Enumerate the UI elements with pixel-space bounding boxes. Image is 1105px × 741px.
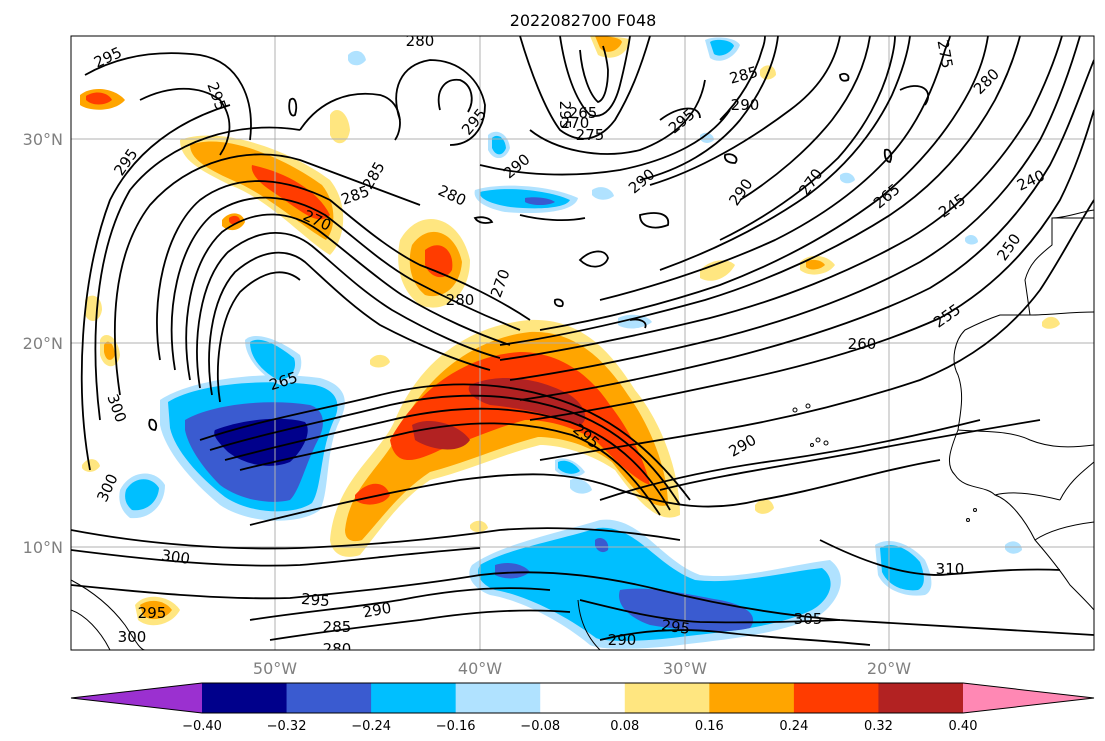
contour-label: 280 (446, 291, 475, 309)
colorbar-tick-label: −0.40 (182, 719, 222, 734)
contour-label: 280 (323, 640, 352, 658)
colorbar-swatch (624, 683, 710, 713)
contour-label: 295 (300, 590, 330, 610)
contour-label: 270 (561, 114, 590, 132)
contour-label: 260 (848, 335, 877, 353)
contour-label: 290 (731, 96, 760, 114)
colorbar-tick-label: 0.08 (610, 719, 639, 734)
lon-tick-label: 50°W (253, 659, 297, 678)
contour-label: 285 (323, 618, 352, 636)
theta-contours (71, 36, 1094, 646)
contour-label: 295 (660, 616, 691, 638)
contour-label: 305 (794, 610, 823, 628)
lat-axis: 30°N 20°N 10°N (23, 130, 63, 557)
figure-title: 2022082700 F048 (510, 11, 657, 30)
lon-tick-label: 20°W (867, 659, 911, 678)
lat-tick-label: 10°N (23, 538, 63, 557)
colorbar-swatch (709, 683, 795, 713)
colorbar-swatch (371, 683, 457, 713)
colorbar-swatch (286, 683, 372, 713)
colorbar-tick-label: −0.08 (520, 719, 560, 734)
contour-label: 295 (138, 604, 167, 622)
contour-label: 295 (556, 101, 574, 130)
lon-tick-label: 30°W (663, 659, 707, 678)
colorbar-labels: −0.40 −0.32 −0.24 −0.16 −0.08 0.08 0.16 0.24 0.3… (182, 719, 977, 734)
map-area: 295 280 295 295 295 285 290 275 285 290 … (71, 32, 1094, 658)
contour-label: 300 (160, 546, 191, 568)
contour-label: 290 (608, 631, 637, 649)
contour-label: 275 (934, 38, 957, 69)
lat-tick-label: 30°N (23, 130, 63, 149)
colorbar-swatch (71, 683, 202, 713)
contour-label: 280 (406, 32, 435, 50)
colorbar-tick-label: −0.32 (267, 719, 307, 734)
coastlines (71, 209, 1094, 650)
map-frame (70, 35, 1095, 651)
lon-tick-label: 40°W (458, 659, 502, 678)
colorbar-tick-label: 0.40 (949, 719, 978, 734)
colorbar-tick-label: 0.24 (779, 719, 808, 734)
contour-label: 310 (936, 560, 965, 578)
colorbar-tick-label: 0.16 (695, 719, 724, 734)
contour-label: 300 (118, 628, 147, 646)
colorbar-swatch (202, 683, 288, 713)
lat-tick-label: 20°N (23, 334, 63, 353)
colorbar-swatch (455, 683, 541, 713)
lon-axis: 50°W 40°W 30°W 20°W (253, 659, 911, 678)
colorbar-swatch (540, 683, 626, 713)
colorbar-tick-label: 0.32 (864, 719, 893, 734)
colorbar-tick-label: −0.16 (436, 719, 476, 734)
colorbar-swatch (963, 683, 1094, 713)
colorbar-tick-label: −0.24 (351, 719, 391, 734)
contour-label: 290 (361, 599, 392, 622)
contour-label: 265 (569, 104, 598, 122)
colorbar-swatch (793, 683, 879, 713)
contour-label: 275 (576, 126, 605, 144)
colorbar (70, 682, 1095, 714)
colorbar-swatch (878, 683, 964, 713)
colorbar-outline (70, 682, 1095, 714)
